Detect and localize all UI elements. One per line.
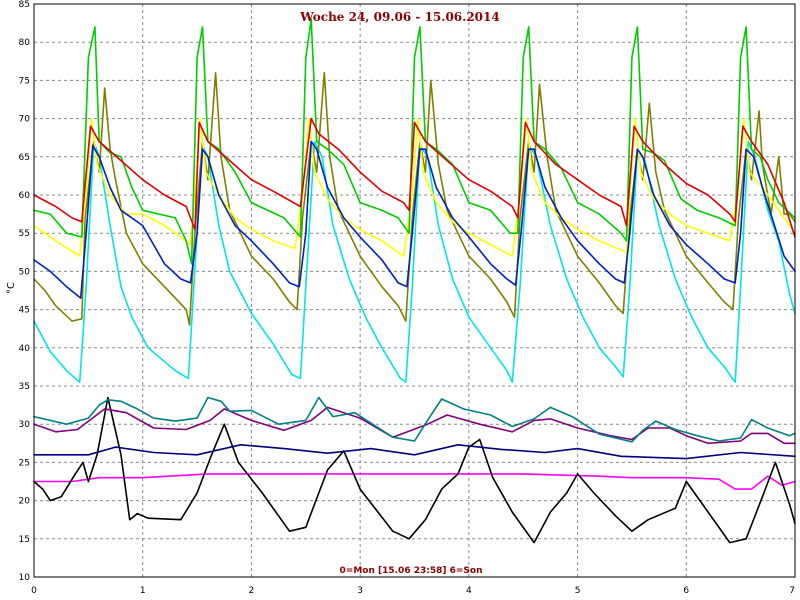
x-tick-label: 2 — [249, 586, 255, 596]
y-tick-label: 10 — [19, 573, 31, 583]
x-tick-label: 4 — [466, 586, 472, 596]
plot-frame — [33, 3, 796, 578]
series-line — [33, 396, 796, 443]
y-tick-label: 65 — [19, 153, 30, 163]
series-line — [33, 18, 796, 265]
series-line — [33, 473, 796, 490]
x-tick-labels: 0 1 2 3 4 5 6 7 — [31, 586, 795, 596]
y-tick-label: 80 — [19, 38, 31, 48]
x-tick-label: 7 — [789, 586, 795, 596]
series-line — [33, 117, 796, 257]
series-line — [33, 443, 796, 460]
y-tick-label: 60 — [19, 191, 31, 201]
chart-title: Woche 24, 09.06 - 15.06.2014 — [299, 10, 499, 24]
series-lines — [33, 18, 796, 544]
y-tick-label: 50 — [19, 267, 31, 277]
x-tick-label: 5 — [575, 586, 581, 596]
y-tick-label: 85 — [19, 0, 30, 10]
series-line — [33, 140, 796, 299]
y-tick-labels: 10 15 20 25 30 35 40 45 50 55 60 65 70 75 80 85 — [19, 0, 31, 583]
y-tick-label: 15 — [19, 535, 30, 545]
x-tick-label: 1 — [140, 586, 146, 596]
y-tick-label: 55 — [19, 229, 30, 239]
y-axis-label: °C — [6, 282, 17, 294]
x-tick-label: 0 — [31, 586, 37, 596]
x-tick-label: 3 — [357, 586, 363, 596]
y-tick-label: 45 — [19, 306, 30, 316]
series-line — [33, 72, 796, 326]
y-tick-label: 25 — [19, 458, 30, 468]
y-tick-label: 35 — [19, 382, 30, 392]
series-line — [33, 406, 796, 445]
y-tick-label: 70 — [19, 115, 31, 125]
x-tick-label: 6 — [683, 586, 689, 596]
y-tick-label: 30 — [19, 420, 31, 430]
y-tick-label: 20 — [19, 497, 31, 507]
y-tick-label: 40 — [19, 344, 31, 354]
y-tick-label: 75 — [19, 76, 30, 86]
series-line — [33, 117, 796, 238]
series-line — [33, 396, 796, 544]
chart-footer-legend: 0=Mon [15.06 23:58] 6=Son — [340, 566, 483, 576]
